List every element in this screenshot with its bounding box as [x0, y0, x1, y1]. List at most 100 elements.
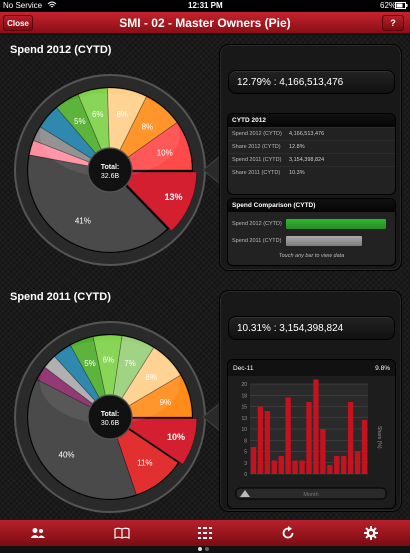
trend-ytick: 8	[244, 438, 247, 444]
battery-icon	[395, 2, 408, 11]
pie-slice[interactable]	[54, 344, 111, 418]
trend-bar[interactable]	[285, 397, 291, 475]
page-dot[interactable]	[205, 547, 209, 551]
trend-bar[interactable]	[278, 456, 284, 474]
detail-row: Share 2012 (CYTD) 12.8%	[228, 140, 395, 153]
pie-slice-label: 8%	[116, 110, 128, 119]
trend-bar[interactable]	[334, 456, 340, 474]
trend-bar[interactable]	[306, 402, 312, 474]
pie-slice-label: 13%	[164, 192, 182, 202]
trend-bar[interactable]	[271, 460, 277, 475]
pie-slice[interactable]	[109, 335, 155, 418]
trend-bar[interactable]	[361, 420, 368, 474]
trend-bar[interactable]	[341, 456, 347, 474]
detail-row: Spend 2012 (CYTD) 4,166,513,476	[228, 127, 395, 140]
tab-book[interactable]	[112, 524, 132, 542]
pie-slice[interactable]	[108, 122, 193, 171]
trend-ytick: 10	[241, 427, 247, 433]
pie-total-label: Total:	[101, 411, 120, 418]
gear-icon	[364, 526, 378, 540]
pie-chart-2012[interactable]: 13% 41% 5% 6% 8% 8% 10% Total: 32.6B	[10, 60, 226, 280]
trend-ytick: 20	[241, 382, 247, 388]
pie-slice-label: 8%	[145, 373, 157, 382]
trend-bar[interactable]	[327, 465, 333, 474]
pie-slice-label: 6%	[92, 110, 104, 119]
comparison-bar-fill-2011[interactable]	[286, 235, 362, 246]
trend-ytick: 5	[244, 450, 247, 456]
pie-slice-label: 7%	[124, 359, 136, 368]
clock: 12:31 PM	[188, 1, 223, 10]
tab-users[interactable]	[28, 524, 48, 542]
pie-slice[interactable]	[56, 93, 111, 171]
pie-slice-label: 41%	[75, 217, 91, 226]
month-slider-thumb[interactable]	[240, 490, 250, 497]
page-dot[interactable]	[198, 547, 202, 551]
refresh-icon	[282, 526, 294, 539]
help-button[interactable]: ?	[382, 15, 404, 31]
pie-slice-label: 11%	[137, 459, 152, 468]
pie-slice[interactable]	[92, 334, 123, 418]
pie-total-label: Total:	[101, 164, 120, 171]
pie-slice[interactable]	[27, 379, 137, 500]
headline-2011: 10.31% : 3,154,398,824	[228, 316, 395, 340]
comparison-bar-2011[interactable]: Spend 2011 (CYTD)	[228, 232, 395, 249]
pie-slice[interactable]	[108, 374, 193, 418]
comparison-card-title: Spend Comparison (CYTD)	[228, 199, 395, 212]
pie-slice[interactable]	[27, 154, 168, 253]
pie-chart-2011[interactable]: 10% 11% 40% 5% 6% 7% 8% 9% Total: 30.6B	[10, 307, 226, 527]
comparison-bar-2012[interactable]: Spend 2012 (CYTD)	[228, 215, 395, 232]
trend-bar[interactable]	[320, 429, 326, 474]
pie-slice-label: 40%	[59, 450, 75, 459]
pie-slice-label: 9%	[160, 398, 172, 407]
trend-period: Dec-11	[233, 364, 254, 372]
trend-ytick: 13	[241, 416, 247, 422]
trend-bar[interactable]	[347, 402, 354, 474]
page-title: SMI - 02 - Master Owners (Pie)	[119, 16, 291, 30]
section-title-2012: Spend 2012 (CYTD)	[10, 44, 112, 56]
pie-slice-label: 10%	[157, 149, 173, 158]
carrier-label: No Service	[3, 1, 43, 10]
comparison-card: Spend Comparison (CYTD) Spend 2012 (CYTD…	[227, 198, 396, 266]
headline-2012: 12.79% : 4,166,513,476	[228, 70, 395, 94]
pie-slice[interactable]	[113, 171, 198, 232]
trend-header: Dec-11 9.8%	[228, 360, 395, 376]
detail-row: Spend 2011 (CYTD) 3,154,398,824	[228, 153, 395, 166]
page-indicator[interactable]	[198, 547, 212, 553]
pie-center	[87, 147, 133, 193]
trend-xlabel: Month	[303, 492, 318, 498]
detail-panel-2011: 10.31% : 3,154,398,824 Dec-11 9.8% 20 18 1…	[219, 290, 402, 512]
trend-bar[interactable]	[299, 460, 305, 475]
pie-slice[interactable]	[109, 347, 182, 418]
trend-ytick: 18	[241, 393, 247, 399]
trend-bar[interactable]	[292, 460, 298, 475]
trend-bar[interactable]	[250, 447, 257, 474]
trend-bar[interactable]	[313, 379, 319, 475]
pie-slice-label: 5%	[74, 117, 86, 126]
pie-slice[interactable]	[109, 416, 179, 496]
pie-slice-label: 6%	[103, 356, 115, 365]
trend-share: 9.8%	[375, 364, 390, 372]
trend-card: Dec-11 9.8% 20 18 15 13 10 8 5 3 0 Share (%) Month	[227, 359, 396, 509]
trend-bar[interactable]	[264, 411, 271, 474]
tab-bar	[0, 519, 410, 546]
tab-settings[interactable]	[361, 524, 381, 542]
nav-bar: Close SMI - 02 - Master Owners (Pie) ?	[0, 12, 410, 34]
month-slider-track[interactable]	[235, 487, 387, 500]
detail-row: Share 2011 (CYTD) 10.3%	[228, 166, 395, 179]
battery-percent: 62%	[380, 1, 397, 10]
close-button[interactable]: Close	[3, 15, 33, 31]
pie-slice[interactable]	[109, 96, 178, 171]
grid-icon	[198, 527, 212, 539]
tab-refresh[interactable]	[278, 524, 298, 542]
trend-bar[interactable]	[354, 451, 361, 475]
pie-total-value: 32.6B	[101, 173, 120, 180]
comparison-bar-fill-2012[interactable]	[286, 218, 386, 229]
status-bar: No Service 12:31 PM 62%	[0, 0, 410, 12]
trend-bar[interactable]	[257, 406, 264, 475]
pie-slice[interactable]	[39, 107, 111, 171]
tab-grid[interactable]	[195, 524, 215, 542]
pie-slice[interactable]	[113, 418, 198, 465]
detail-panel-2012: 12.79% : 4,166,513,476 CYTD 2012 Spend 2…	[219, 44, 402, 271]
trend-chart[interactable]: 20 18 15 13 10 8 5 3 0 Share (%) Month	[228, 376, 396, 509]
cytd-card: CYTD 2012 Spend 2012 (CYTD) 4,166,513,476…	[227, 113, 396, 195]
